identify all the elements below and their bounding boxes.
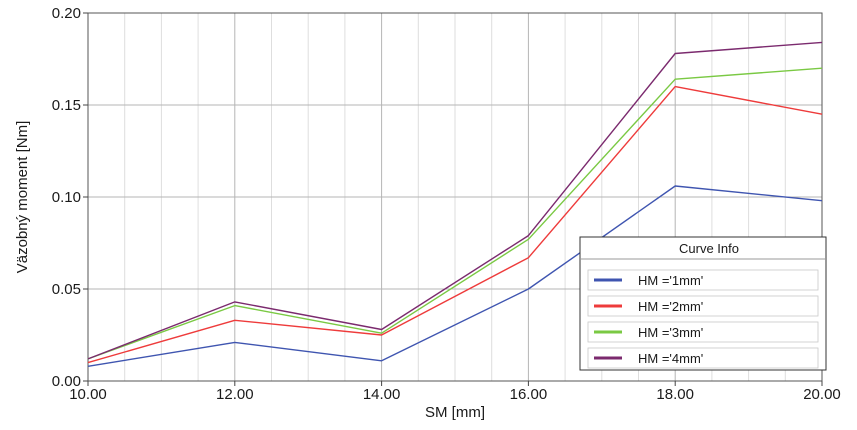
legend-items: HM ='1mm' HM ='2mm' HM ='3mm' HM ='4mm': [587, 269, 819, 369]
y-tick-label: 0.00: [52, 373, 81, 390]
x-tick-label: 12.00: [216, 386, 254, 403]
series-line-2: [87, 85, 823, 364]
x-tick-label: 14.00: [363, 386, 401, 403]
legend-entry-label: HM ='2mm': [638, 299, 703, 314]
series-line-1: [87, 185, 823, 367]
x-tick-label: 10.00: [69, 386, 107, 403]
y-tick-label: 0.10: [52, 189, 81, 206]
x-tick-label: 18.00: [656, 386, 694, 403]
y-tick-label: 0.05: [52, 281, 81, 298]
legend-title: Curve Info: [679, 241, 739, 256]
legend-entry-label: HM ='1mm': [638, 273, 703, 288]
series-line-3: [87, 67, 823, 360]
x-axis-label: SM [mm]: [425, 404, 485, 421]
series-layer: [87, 41, 823, 367]
legend-entry-box: [587, 347, 819, 369]
legend-entry-label: HM ='4mm': [638, 351, 703, 366]
y-tick-label: 0.15: [52, 97, 81, 114]
legend-entry-box: [587, 321, 819, 343]
legend-entry-box: [587, 269, 819, 291]
y-axis-ticks: 0.00 0.05 0.10 0.15 0.20: [52, 5, 88, 390]
y-axis-label: Väzobný moment [Nm]: [14, 121, 31, 274]
series-line-4: [87, 41, 823, 360]
x-axis-ticks: 10.00 12.00 14.00 16.00 18.00 20.00: [69, 381, 841, 403]
legend-entry-box: [587, 295, 819, 317]
x-tick-label: 20.00: [803, 386, 841, 403]
y-tick-label: 0.20: [52, 5, 81, 22]
legend-entry-label: HM ='3mm': [638, 325, 703, 340]
x-tick-label: 16.00: [510, 386, 548, 403]
legend: Curve Info HM ='1mm'HM ='2mm'HM ='3mm'HM…: [579, 236, 827, 371]
